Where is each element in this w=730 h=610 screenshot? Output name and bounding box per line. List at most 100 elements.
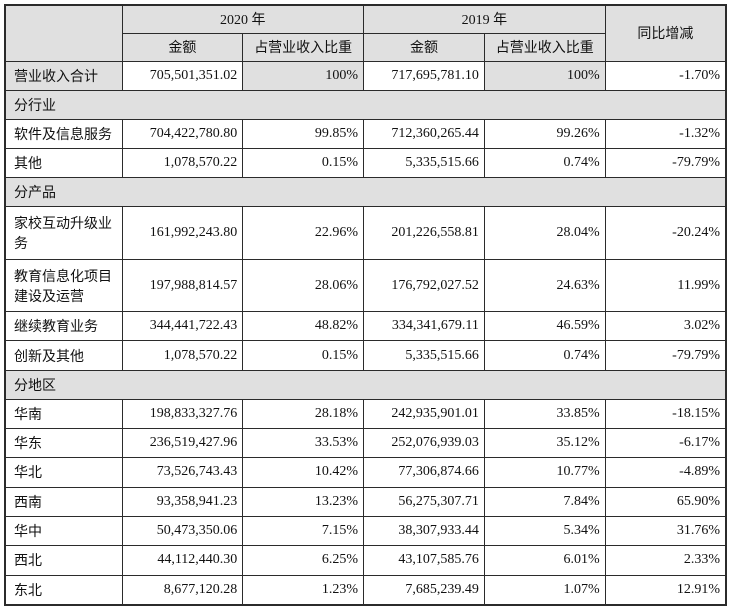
pct-2019-cell: 24.63% [483,259,606,313]
row-label-cell: 家校互动升级业务 [4,206,123,261]
pct-2019-cell: 35.12% [483,428,606,459]
table-row: 教育信息化项目建设及运营 197,988,814.57 28.06% 176,792,… [4,259,727,313]
pct-2020-cell: 28.06% [242,259,365,313]
table-row: 东北 8,677,120.28 1.23% 7,685,239.49 1.07% 12.9… [4,574,727,606]
pct-2019-cell: 6.01% [483,545,606,576]
table-row: 华南 198,833,327.76 28.18% 242,935,901.01 33.8… [4,398,727,430]
pct-2020-cell: 13.23% [242,486,365,517]
pct-2020-cell: 6.25% [242,545,365,576]
pct-2020-cell: 48.82% [242,311,365,342]
table-row: 营业收入合计 705,501,351.02 100% 717,695,781.10 10… [4,60,727,91]
row-label-cell: 教育信息化项目建设及运营 [4,259,123,313]
row-label-cell: 华中 [4,515,123,547]
pct-2019-cell: 99.26% [483,118,606,150]
header-pct-2019: 占营业收入比重 [483,32,606,62]
amount-2019-cell: 252,076,939.03 [363,428,485,459]
amount-2019-cell: 5,335,515.66 [363,340,485,371]
amount-2020-cell: 44,112,440.30 [121,545,244,576]
row-label-cell: 华北 [4,457,123,488]
table-row: 西北 44,112,440.30 6.25% 43,107,585.76 6.01% 2.… [4,545,727,576]
table-row: 华东 236,519,427.96 33.53% 252,076,939.03 35.1… [4,428,727,459]
header-amount-2020: 金额 [121,32,244,62]
yoy-change-cell: 3.02% [604,311,727,342]
table-header: 2020 年 2019 年 同比增减 金额 占营业收入比重 金额 占营业收入比重 [4,4,727,62]
yoy-change-cell: 31.76% [604,515,727,547]
amount-2020-cell: 705,501,351.02 [121,60,244,91]
pct-2020-cell: 99.85% [242,118,365,150]
table-body: 营业收入合计 705,501,351.02 100% 717,695,781.10 10… [4,60,727,606]
amount-2020-cell: 704,422,780.80 [121,118,244,150]
pct-2020-cell: 0.15% [242,340,365,371]
section-row-label: 分地区 [4,369,727,400]
pct-2019-cell: 1.07% [483,574,606,606]
pct-2020-cell: 10.42% [242,457,365,488]
amount-2020-cell: 50,473,350.06 [121,515,244,547]
pct-2020-cell: 0.15% [242,148,365,179]
section-row: 分行业 [4,89,727,120]
pct-2019-cell: 10.77% [483,457,606,488]
amount-2020-cell: 73,526,743.43 [121,457,244,488]
yoy-change-cell: 12.91% [604,574,727,606]
amount-2020-cell: 93,358,941.23 [121,486,244,517]
row-label-cell: 华东 [4,428,123,459]
pct-2020-cell: 7.15% [242,515,365,547]
row-label-cell: 西南 [4,486,123,517]
table-row: 软件及信息服务 704,422,780.80 99.85% 712,360,265.4… [4,118,727,150]
row-label-cell: 创新及其他 [4,340,123,371]
yoy-change-cell: -1.32% [604,118,727,150]
header-year-2020: 2020 年 [121,4,365,34]
table-row: 华北 73,526,743.43 10.42% 77,306,874.66 10.77%… [4,457,727,488]
table-row: 其他 1,078,570.22 0.15% 5,335,515.66 0.74% -79.… [4,148,727,179]
yoy-change-cell: 11.99% [604,259,727,313]
table-row: 华中 50,473,350.06 7.15% 38,307,933.44 5.34% 31… [4,515,727,547]
pct-2019-cell: 28.04% [483,206,606,261]
table-row: 家校互动升级业务 161,992,243.80 22.96% 201,226,558.… [4,206,727,261]
pct-2019-cell: 46.59% [483,311,606,342]
yoy-change-cell: -20.24% [604,206,727,261]
pct-2020-cell: 100% [242,60,365,91]
section-row-label: 分产品 [4,177,727,208]
amount-2019-cell: 242,935,901.01 [363,398,485,430]
amount-2019-cell: 56,275,307.71 [363,486,485,517]
section-row: 分产品 [4,177,727,208]
amount-2019-cell: 717,695,781.10 [363,60,485,91]
yoy-change-cell: -18.15% [604,398,727,430]
amount-2020-cell: 344,441,722.43 [121,311,244,342]
row-label-cell: 华南 [4,398,123,430]
header-pct-2020: 占营业收入比重 [242,32,365,62]
header-amount-2019: 金额 [363,32,485,62]
amount-2019-cell: 334,341,679.11 [363,311,485,342]
pct-2019-cell: 0.74% [483,340,606,371]
amount-2019-cell: 43,107,585.76 [363,545,485,576]
pct-2019-cell: 33.85% [483,398,606,430]
section-row-label: 分行业 [4,89,727,120]
amount-2019-cell: 77,306,874.66 [363,457,485,488]
pct-2020-cell: 1.23% [242,574,365,606]
pct-2020-cell: 28.18% [242,398,365,430]
amount-2019-cell: 201,226,558.81 [363,206,485,261]
amount-2019-cell: 5,335,515.66 [363,148,485,179]
amount-2020-cell: 8,677,120.28 [121,574,244,606]
pct-2020-cell: 22.96% [242,206,365,261]
section-row: 分地区 [4,369,727,400]
amount-2020-cell: 198,833,327.76 [121,398,244,430]
amount-2020-cell: 197,988,814.57 [121,259,244,313]
yoy-change-cell: -4.89% [604,457,727,488]
table-row: 继续教育业务 344,441,722.43 48.82% 334,341,679.11… [4,311,727,342]
pct-2019-cell: 7.84% [483,486,606,517]
header-corner-cell [4,4,123,62]
header-yoy-change: 同比增减 [604,4,727,62]
table-row: 西南 93,358,941.23 13.23% 56,275,307.71 7.84% 6… [4,486,727,517]
amount-2019-cell: 7,685,239.49 [363,574,485,606]
amount-2020-cell: 236,519,427.96 [121,428,244,459]
amount-2020-cell: 161,992,243.80 [121,206,244,261]
row-label-cell: 营业收入合计 [4,60,123,91]
amount-2019-cell: 38,307,933.44 [363,515,485,547]
pct-2019-cell: 5.34% [483,515,606,547]
amount-2020-cell: 1,078,570.22 [121,340,244,371]
pct-2019-cell: 100% [483,60,606,91]
revenue-breakdown-table: 2020 年 2019 年 同比增减 金额 占营业收入比重 金额 占营业收入比重… [4,4,727,606]
pct-2020-cell: 33.53% [242,428,365,459]
yoy-change-cell: 65.90% [604,486,727,517]
row-label-cell: 西北 [4,545,123,576]
